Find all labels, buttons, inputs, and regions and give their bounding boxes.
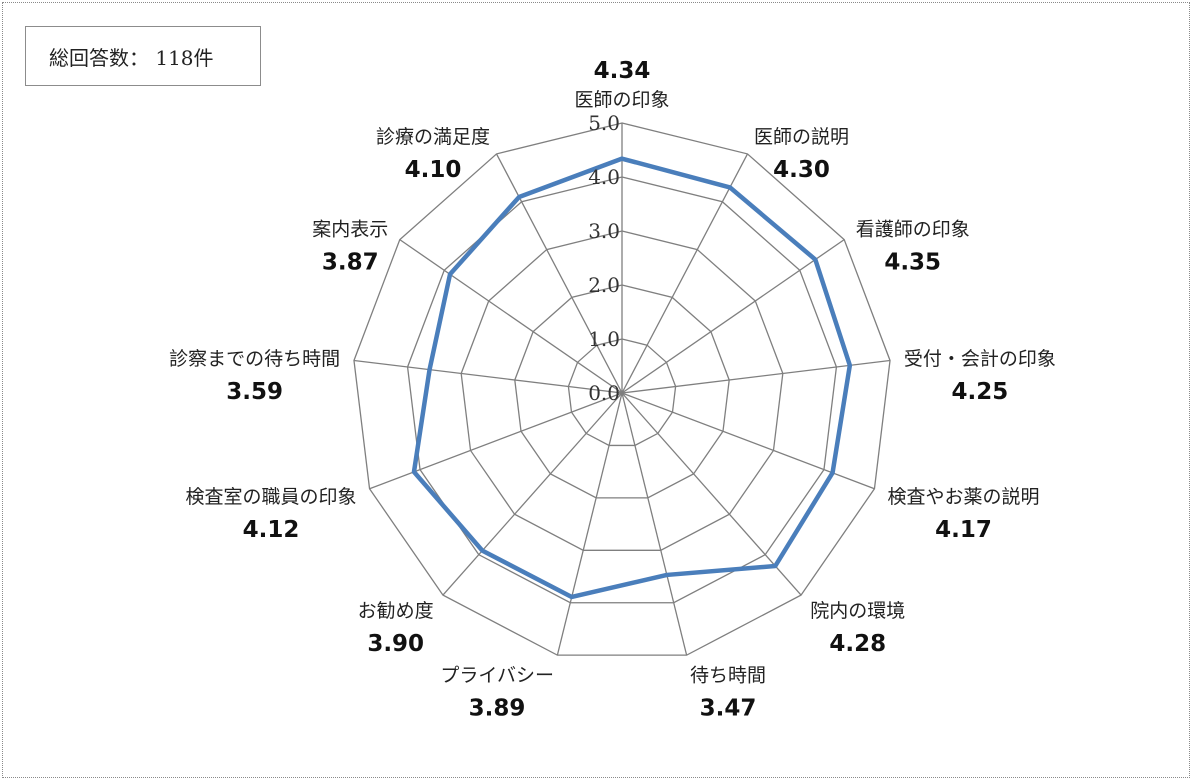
response-count-value: 118件 xyxy=(155,45,214,70)
value-label: 3.89 xyxy=(469,696,526,722)
radial-tick-label: 4.0 xyxy=(588,165,620,189)
value-label: 4.25 xyxy=(952,379,1009,405)
grid-spoke xyxy=(621,239,845,394)
series-line xyxy=(411,156,853,600)
value-label: 4.12 xyxy=(243,517,300,543)
category-label: 受付・会計の印象 xyxy=(904,348,1056,370)
grid-spoke xyxy=(495,153,623,394)
grid-ring xyxy=(406,176,838,604)
grid-spoke xyxy=(353,359,623,394)
grid-spoke xyxy=(621,392,802,596)
grid-ring xyxy=(567,338,677,447)
category-label: 検査室の職員の印象 xyxy=(185,486,356,508)
category-label: 検査やお薬の説明 xyxy=(888,486,1040,508)
category-label: プライバシー xyxy=(440,665,554,687)
value-label: 4.10 xyxy=(405,157,462,183)
grid-spoke xyxy=(442,392,623,596)
value-label: 3.87 xyxy=(322,249,379,275)
radial-tick-label: 3.0 xyxy=(588,219,620,243)
radar-tick-labels: 0.0 1.0 2.0 3.0 4.0 5.0 xyxy=(588,111,620,405)
category-label: 医師の説明 xyxy=(754,126,849,148)
value-label: 3.59 xyxy=(226,379,283,405)
response-count-label: 総回答数： xyxy=(49,45,149,70)
radial-tick-label: 0.0 xyxy=(588,381,620,405)
grid-spoke xyxy=(621,359,891,394)
value-label: 4.35 xyxy=(884,249,941,275)
grid-spoke xyxy=(399,239,623,394)
value-label: 3.90 xyxy=(367,631,424,657)
category-label: 医師の印象 xyxy=(574,89,669,111)
radar-series xyxy=(411,156,853,600)
radar-grid xyxy=(353,122,891,656)
grid-ring xyxy=(514,284,730,499)
category-label: お勧め度 xyxy=(358,600,434,622)
radial-tick-label: 1.0 xyxy=(588,327,620,351)
radial-tick-label: 2.0 xyxy=(588,273,620,297)
value-label: 4.17 xyxy=(935,517,992,543)
category-label: 診察までの待ち時間 xyxy=(169,348,340,370)
category-label: 案内表示 xyxy=(312,218,388,240)
grid-ring xyxy=(353,122,891,656)
category-label: 看護師の印象 xyxy=(856,218,970,240)
radar-category-labels: 医師の印象 4.34 医師の説明 4.30 看護師の印象 4.35 受付・会計の印象 4.25… xyxy=(169,58,1056,722)
category-label: 診療の満足度 xyxy=(376,126,490,148)
grid-spoke xyxy=(621,153,749,394)
category-label: 院内の環境 xyxy=(810,600,905,622)
value-label: 3.47 xyxy=(700,696,757,722)
grid-spoke xyxy=(369,392,623,490)
response-count-box: 総回答数： 118件 xyxy=(25,26,261,86)
grid-ring xyxy=(460,230,784,551)
grid-spoke xyxy=(621,392,688,656)
category-label: 待ち時間 xyxy=(690,665,766,687)
value-label: 4.34 xyxy=(594,58,651,84)
grid-spoke xyxy=(556,392,623,656)
radial-tick-label: 5.0 xyxy=(588,111,620,135)
value-label: 4.30 xyxy=(773,157,830,183)
value-label: 4.28 xyxy=(829,631,886,657)
